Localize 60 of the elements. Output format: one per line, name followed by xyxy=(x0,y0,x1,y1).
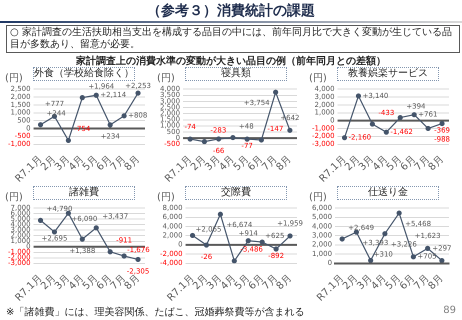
point xyxy=(38,218,44,223)
point xyxy=(246,238,251,244)
point xyxy=(232,258,237,264)
chart-title: 寝具類 xyxy=(185,67,287,81)
point xyxy=(38,122,44,128)
point xyxy=(274,246,279,252)
point xyxy=(439,120,445,126)
point xyxy=(230,134,236,140)
y-axis-title: (円) xyxy=(309,72,327,85)
point xyxy=(426,126,431,132)
point xyxy=(108,249,113,254)
y-axis-title: (円) xyxy=(157,72,175,85)
text: ※「諸雑費」には、理美容関係、たばこ、冠婚葬祭費等が含まれる xyxy=(6,306,304,319)
point xyxy=(108,122,113,128)
point xyxy=(52,229,58,235)
point xyxy=(370,121,375,127)
point xyxy=(412,112,417,118)
point xyxy=(382,231,388,236)
y-axis-title: (円) xyxy=(5,191,23,204)
chart-title: 仕送り金 xyxy=(337,186,439,200)
point xyxy=(66,138,71,144)
point xyxy=(135,90,141,96)
point xyxy=(122,253,127,259)
point xyxy=(342,135,348,140)
chart-title: 交際費 xyxy=(185,186,287,200)
y-axis-title: (円) xyxy=(5,72,23,85)
point xyxy=(425,246,430,251)
point xyxy=(135,256,141,262)
point xyxy=(216,136,222,142)
point xyxy=(80,95,85,100)
point xyxy=(218,212,223,217)
chart-title: 教養娯楽サービス xyxy=(337,67,439,81)
point xyxy=(244,136,250,142)
point xyxy=(122,113,127,118)
point xyxy=(396,210,402,216)
point xyxy=(80,236,85,242)
point xyxy=(398,114,403,120)
y-axis-title: (円) xyxy=(157,191,175,204)
point xyxy=(356,93,362,99)
point xyxy=(258,137,264,143)
point xyxy=(94,92,99,98)
point xyxy=(260,239,265,245)
point xyxy=(204,242,210,248)
point xyxy=(190,232,196,238)
point xyxy=(273,90,278,95)
point xyxy=(94,225,99,230)
y-axis-title: (円) xyxy=(309,191,327,204)
text: ○ 家計調査の生活扶助相当支出を構成する品目の中には、前年同月比で大きく変動が生じている品目が多数あり、留意が必要。 xyxy=(6,25,460,53)
point xyxy=(410,254,416,260)
chart-title: 外食（学校給食除く） xyxy=(33,67,135,81)
point xyxy=(384,130,389,135)
text: 89 xyxy=(443,305,456,316)
chart-title: 諸雑費 xyxy=(33,186,135,200)
point xyxy=(340,236,345,242)
point xyxy=(188,136,193,142)
point xyxy=(287,233,293,239)
text: 家計調査上の消費水準の変動が大きい品目の例（前年同月との差額） xyxy=(75,54,387,68)
text: （参考３）消費統計の課題 xyxy=(146,2,316,20)
point xyxy=(287,128,292,133)
point xyxy=(202,139,208,144)
